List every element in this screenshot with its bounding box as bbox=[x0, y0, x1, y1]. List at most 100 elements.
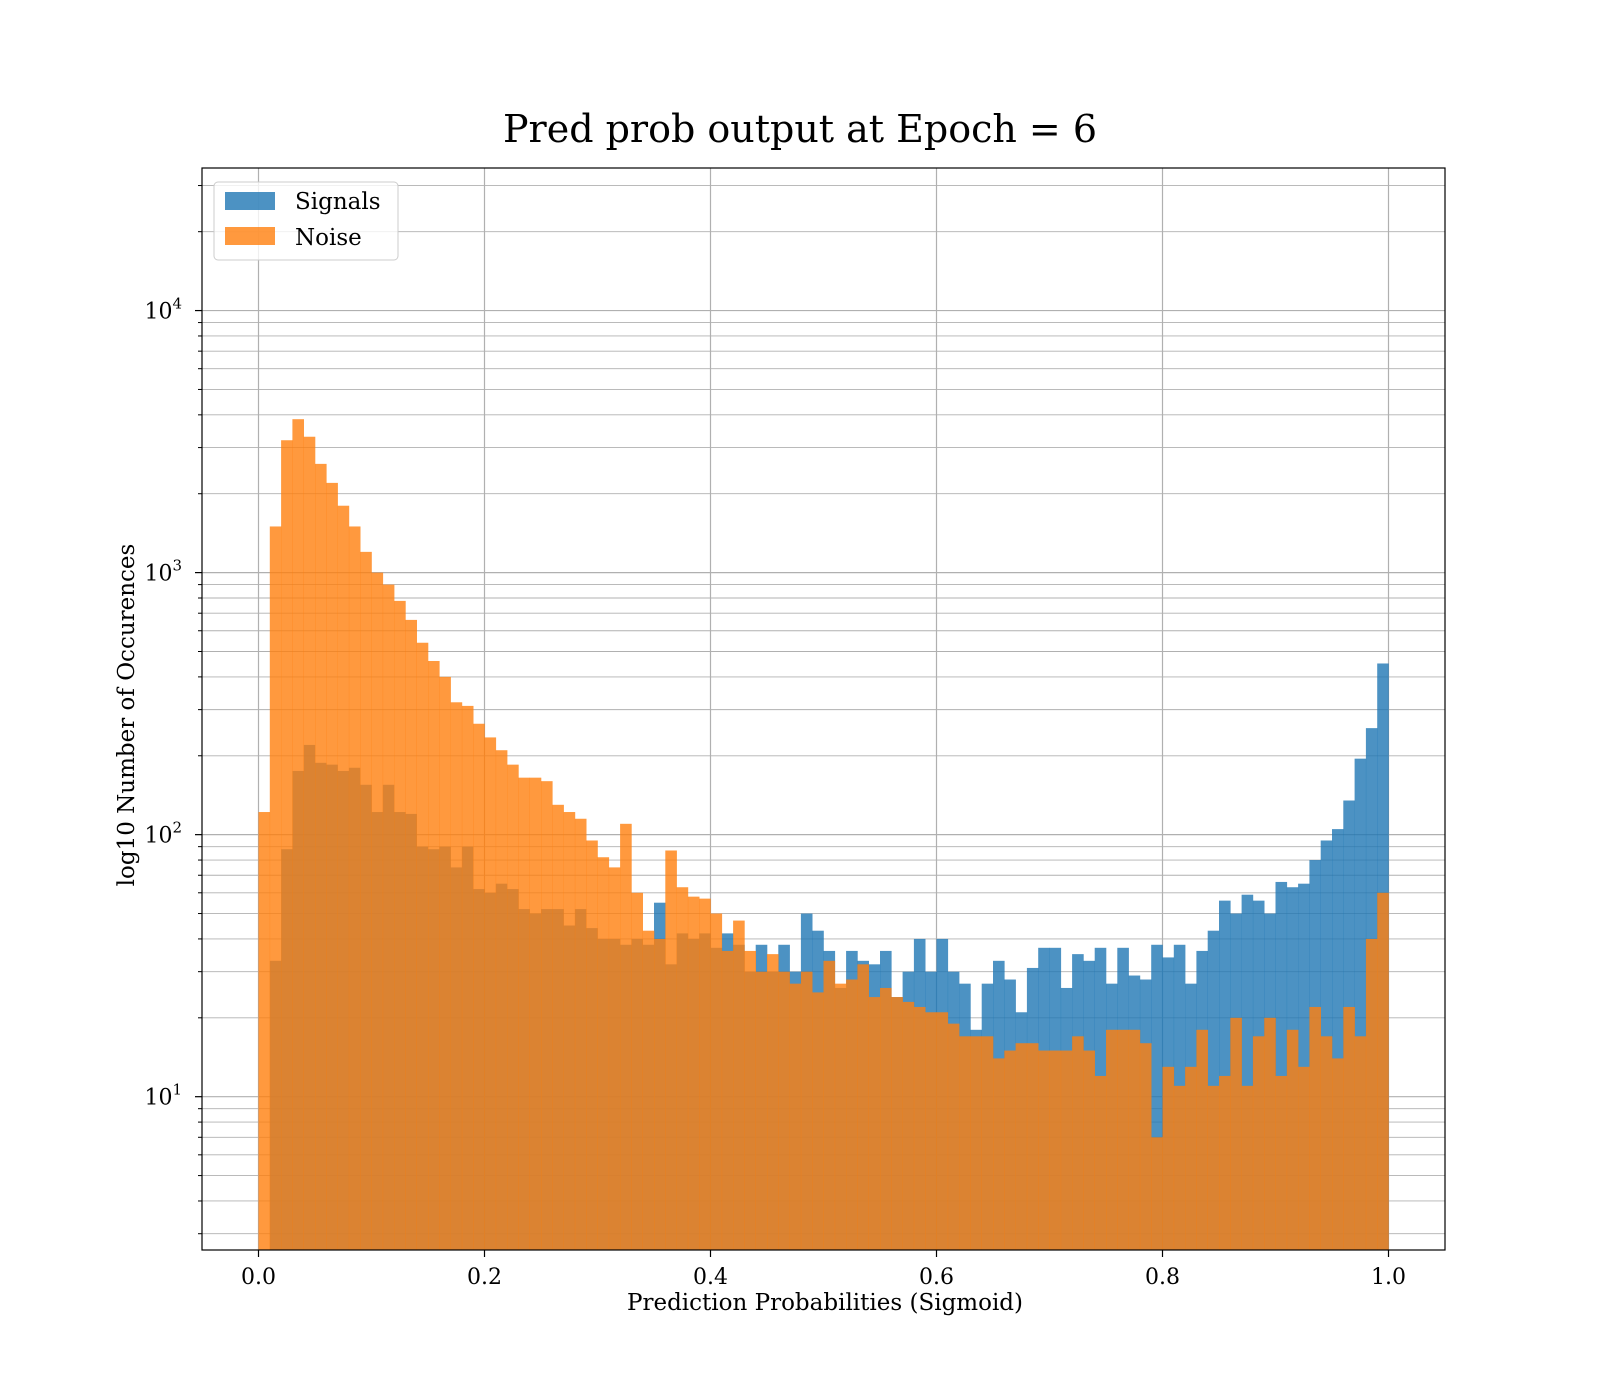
noise-bar bbox=[744, 950, 756, 1250]
noise-bar bbox=[541, 781, 553, 1250]
signals-bar bbox=[1275, 881, 1288, 1250]
signals-bar bbox=[1354, 758, 1367, 1250]
noise-bar bbox=[665, 850, 677, 1250]
noise-bar bbox=[1332, 1058, 1344, 1250]
noise-bar bbox=[1139, 1043, 1152, 1250]
noise-bar bbox=[642, 930, 655, 1250]
noise-bar bbox=[699, 898, 711, 1250]
noise-bar bbox=[1185, 1066, 1197, 1250]
noise-bar bbox=[382, 584, 395, 1250]
noise-bar bbox=[1219, 1075, 1231, 1250]
noise-bar bbox=[654, 938, 666, 1250]
noise-bar bbox=[1196, 1029, 1208, 1250]
noise-bar bbox=[394, 600, 406, 1250]
noise-bar bbox=[1365, 938, 1378, 1250]
noise-bar bbox=[812, 992, 824, 1250]
noise-bar bbox=[1015, 1043, 1028, 1250]
noise-bar bbox=[337, 505, 350, 1250]
noise-bar bbox=[1309, 1006, 1321, 1250]
noise-bar bbox=[428, 660, 440, 1250]
y-tick-label: 104 bbox=[144, 295, 182, 325]
noise-bar bbox=[1173, 1085, 1186, 1250]
noise-bar bbox=[439, 676, 451, 1250]
noise-bar bbox=[687, 896, 700, 1250]
x-tick-label: 0.8 bbox=[1145, 1265, 1180, 1290]
legend: Signals Noise bbox=[213, 181, 399, 261]
x-tick-label: 0.4 bbox=[693, 1265, 728, 1290]
legend-label-signals: Signals bbox=[295, 189, 381, 215]
noise-bar bbox=[563, 812, 576, 1250]
noise-bar bbox=[518, 777, 530, 1250]
noise-bar bbox=[1060, 1050, 1073, 1250]
x-tick-label: 0.0 bbox=[241, 1265, 276, 1290]
noise-bar bbox=[676, 887, 689, 1250]
noise-bar bbox=[315, 463, 327, 1250]
noise-bar bbox=[902, 1001, 915, 1250]
noise-bar bbox=[778, 971, 790, 1250]
chart-title: Pred prob output at Epoch = 6 bbox=[503, 107, 1097, 151]
noise-bar bbox=[868, 997, 881, 1250]
noise-bar bbox=[281, 440, 293, 1251]
noise-bar bbox=[371, 572, 384, 1250]
noise-bar bbox=[1128, 1029, 1141, 1250]
legend-swatch-noise bbox=[225, 227, 275, 245]
noise-bar bbox=[1298, 1066, 1310, 1250]
noise-bar bbox=[993, 1058, 1005, 1250]
noise-bar bbox=[495, 750, 508, 1250]
signals-bar bbox=[1241, 894, 1254, 1250]
noise-bar bbox=[1264, 1017, 1276, 1250]
axes: 0.0 0.2 0.4 0.6 0.8 1.0 101 102 103 104 bbox=[144, 167, 1446, 1290]
noise-bar bbox=[507, 764, 519, 1250]
noise-bar bbox=[1286, 1029, 1299, 1250]
noise-bar bbox=[552, 804, 564, 1250]
noise-bar bbox=[710, 913, 723, 1250]
noise-bar bbox=[450, 702, 463, 1250]
noise-bar bbox=[574, 818, 587, 1250]
noise-bar bbox=[981, 1036, 994, 1250]
noise-series bbox=[258, 419, 1389, 1251]
noise-bar bbox=[823, 960, 836, 1250]
y-tick-label: 102 bbox=[144, 819, 182, 849]
plot-frame bbox=[201, 167, 1446, 1251]
noise-bar bbox=[970, 1036, 982, 1250]
noise-bar bbox=[936, 1012, 949, 1250]
noise-bar bbox=[269, 526, 282, 1250]
noise-bar bbox=[1241, 1085, 1254, 1250]
noise-bar bbox=[834, 983, 847, 1250]
noise-bar bbox=[789, 983, 802, 1250]
legend-swatch-signals bbox=[225, 192, 275, 210]
noise-bar bbox=[1094, 1075, 1107, 1250]
noise-bar bbox=[1343, 1006, 1355, 1250]
noise-bar bbox=[767, 954, 779, 1250]
signals-bar bbox=[1219, 900, 1231, 1250]
noise-bar bbox=[473, 723, 485, 1250]
noise-bar bbox=[529, 777, 542, 1250]
noise-bar bbox=[360, 551, 372, 1250]
noise-bar bbox=[891, 997, 903, 1250]
noise-bar bbox=[416, 642, 429, 1250]
y-tick-label: 101 bbox=[144, 1081, 182, 1111]
signals-bar bbox=[1332, 829, 1344, 1250]
noise-bar bbox=[608, 867, 621, 1250]
noise-bar bbox=[721, 950, 734, 1250]
noise-bar bbox=[461, 705, 474, 1250]
signals-bar bbox=[1151, 944, 1163, 1250]
noise-bar bbox=[348, 526, 361, 1250]
noise-bar bbox=[857, 964, 869, 1250]
y-axis-label: log10 Number of Occurences bbox=[114, 544, 140, 887]
noise-bar bbox=[1252, 1036, 1265, 1250]
noise-bar bbox=[1072, 1036, 1084, 1250]
noise-bar bbox=[1354, 1036, 1367, 1250]
noise-bar bbox=[631, 892, 643, 1250]
noise-bar bbox=[586, 840, 598, 1250]
noise-bar bbox=[947, 1023, 960, 1250]
noise-bar bbox=[1162, 1066, 1175, 1250]
noise-bar bbox=[925, 1012, 937, 1250]
noise-bar bbox=[258, 812, 271, 1250]
noise-bar bbox=[597, 857, 610, 1250]
y-tick-label: 103 bbox=[144, 557, 182, 587]
noise-bar bbox=[1083, 1050, 1095, 1250]
x-tick-label: 0.6 bbox=[919, 1265, 954, 1290]
noise-bar bbox=[1038, 1050, 1050, 1250]
noise-bar bbox=[1230, 1017, 1242, 1250]
